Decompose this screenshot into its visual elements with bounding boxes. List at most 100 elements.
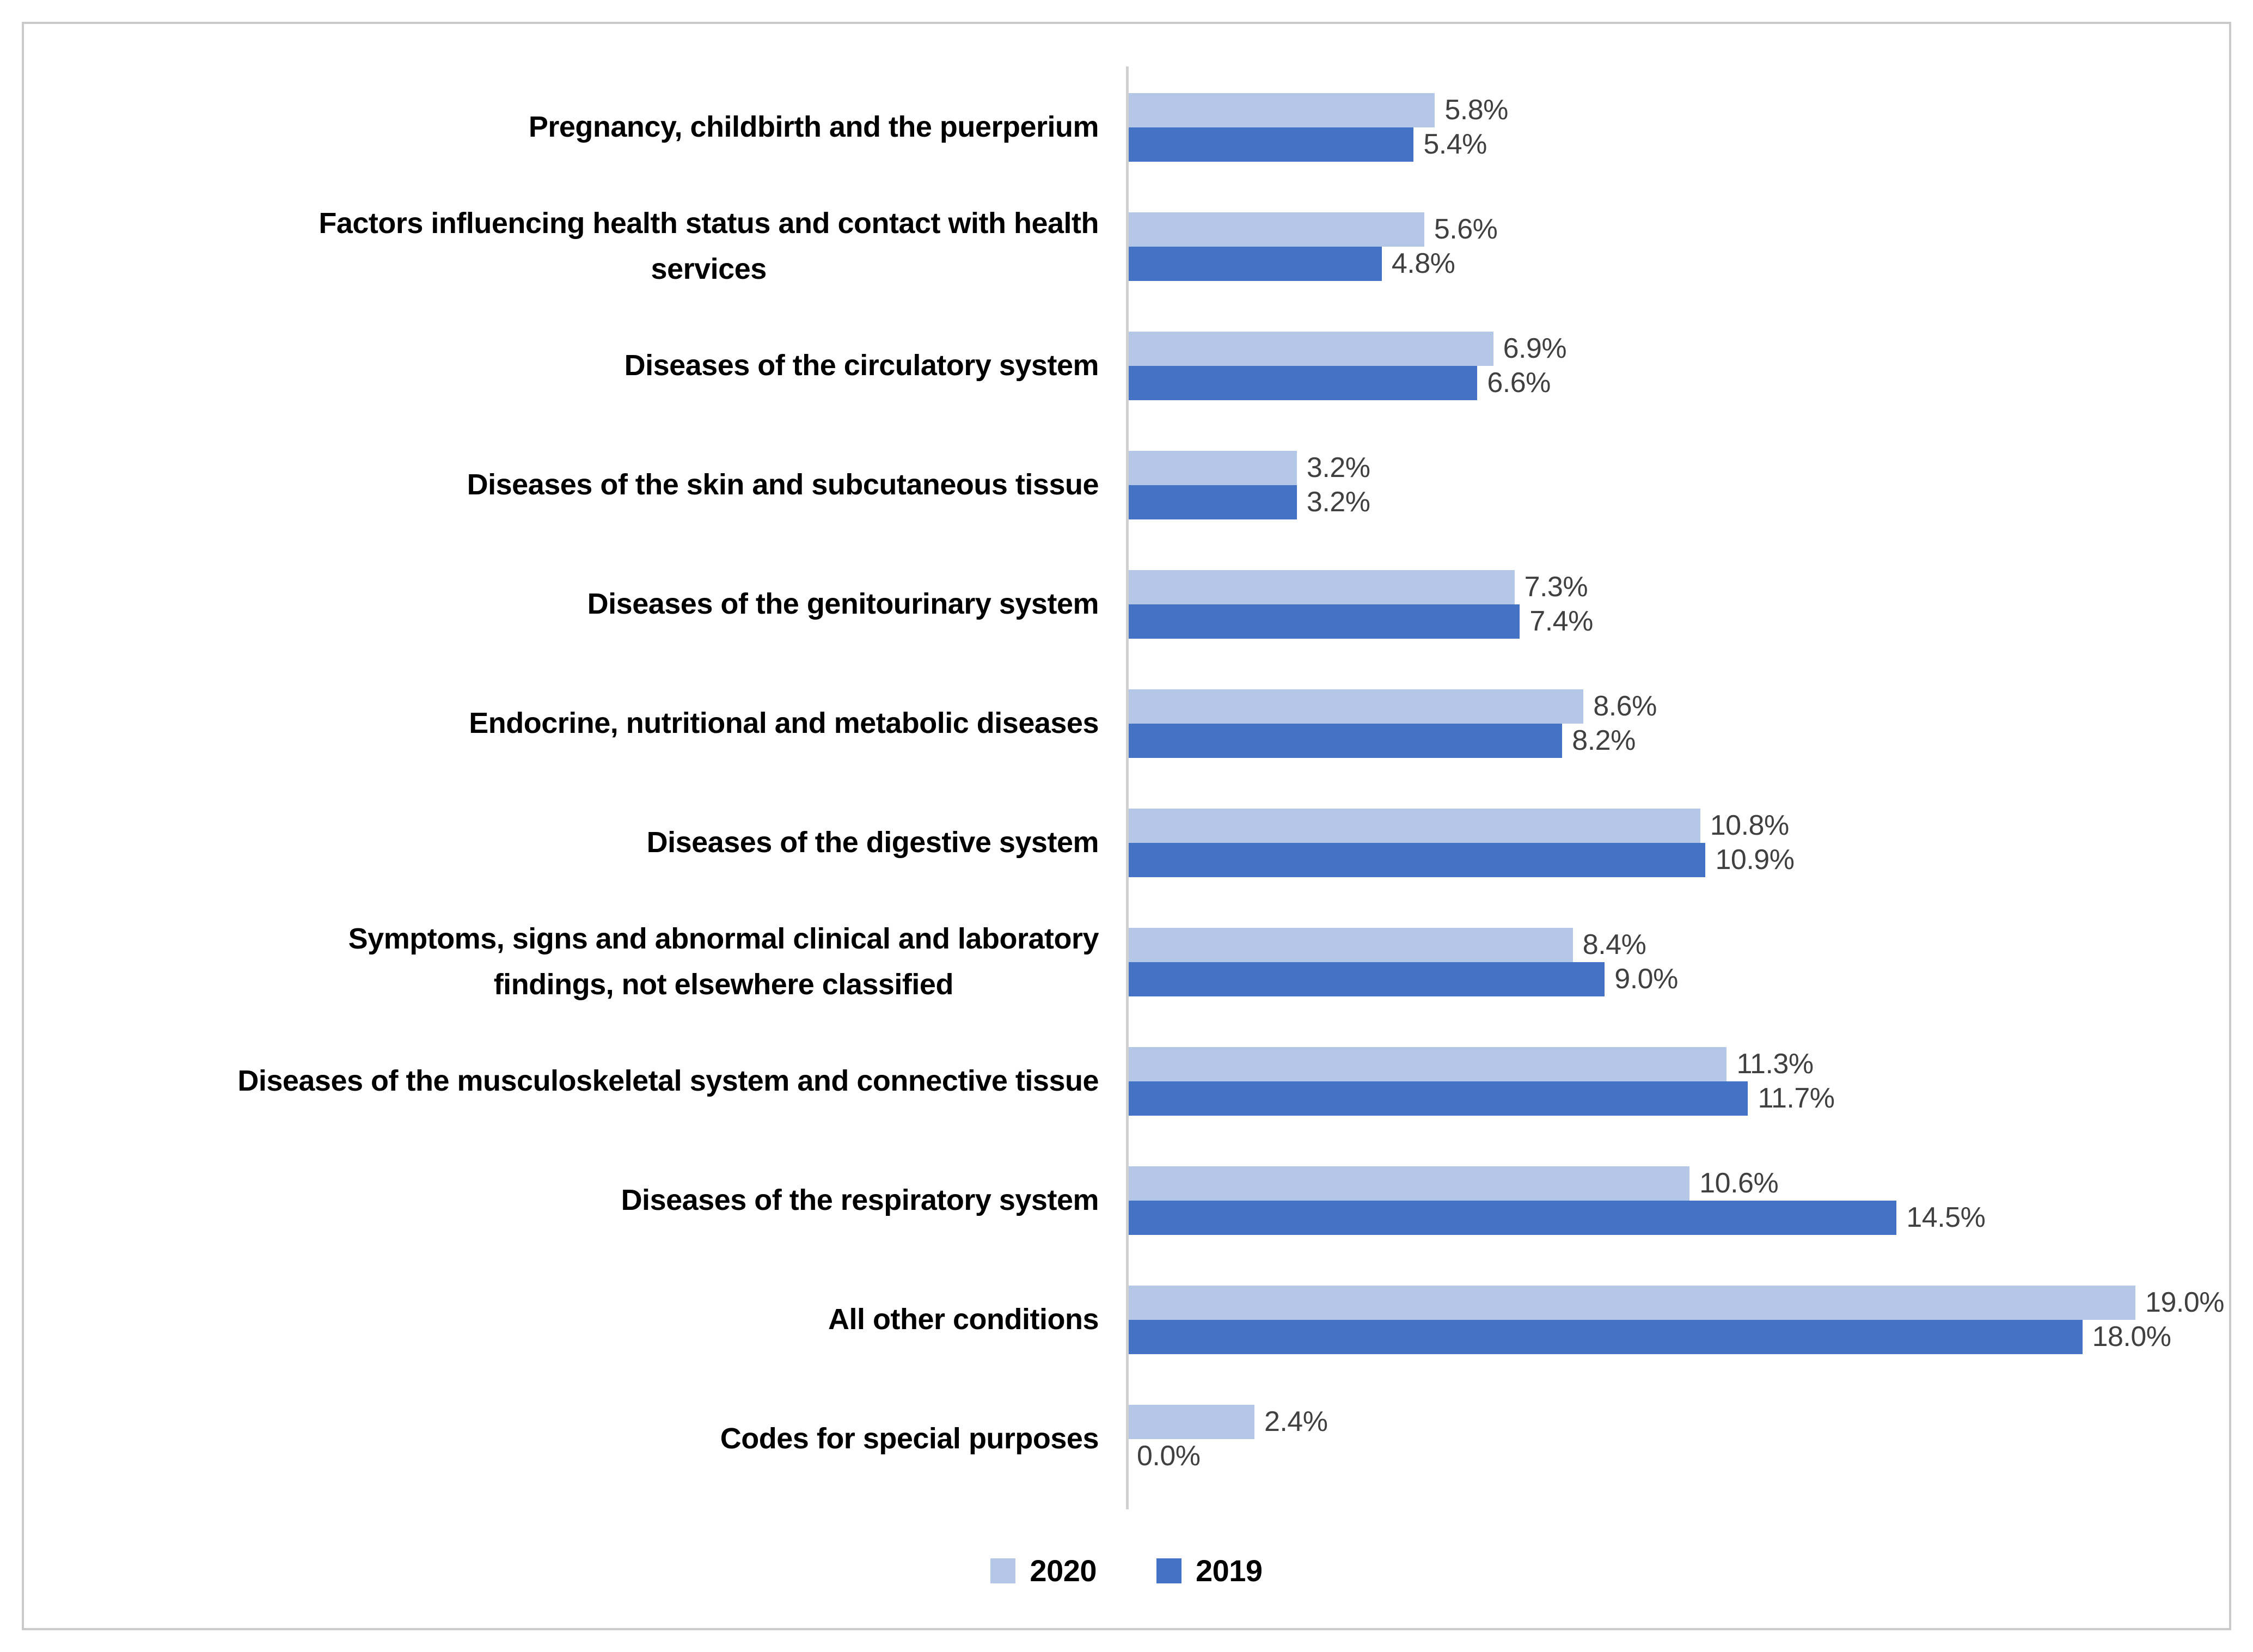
bar-line-2019: 11.7% xyxy=(1127,1081,2220,1116)
bar-line-2019: 8.2% xyxy=(1127,723,2220,758)
category-label-text: Pregnancy, childbirth and the puerperium xyxy=(528,110,1099,143)
bar-line-2020: 8.4% xyxy=(1127,927,2220,962)
category-row-11: Codes for special purposes 2.4% 0.0% xyxy=(33,1379,2220,1498)
bar-2020 xyxy=(1127,689,1584,724)
category-label-text: Diseases of the circulatory system xyxy=(624,348,1099,382)
value-label-2020: 8.6% xyxy=(1593,690,1657,722)
category-row-7: Symptoms, signs and abnormal clinical an… xyxy=(33,902,2220,1021)
bar-2019 xyxy=(1127,485,1297,519)
chart-legend: 2020 2019 xyxy=(0,1552,2253,1590)
category-row-1: Factors influencing health status and co… xyxy=(33,187,2220,306)
bar-2019 xyxy=(1127,127,1414,162)
bar-line-2019: 7.4% xyxy=(1127,604,2220,639)
category-label: Diseases of the circulatory system xyxy=(33,343,1127,389)
bar-2020 xyxy=(1127,1166,1690,1201)
category-bars: 3.2% 3.2% xyxy=(1127,450,2220,519)
bar-line-2020: 6.9% xyxy=(1127,331,2220,366)
category-label-text: Diseases of the skin and subcutaneous ti… xyxy=(467,468,1099,501)
value-label-2019: 9.0% xyxy=(1614,963,1678,995)
value-label-2019: 3.2% xyxy=(1306,486,1370,518)
bar-2020 xyxy=(1127,1047,1727,1081)
bar-line-2019: 6.6% xyxy=(1127,365,2220,400)
category-bars: 8.4% 9.0% xyxy=(1127,927,2220,996)
value-label-2019: 8.2% xyxy=(1572,725,1636,756)
bar-2019 xyxy=(1127,365,1478,400)
bar-line-2020: 19.0% xyxy=(1127,1285,2224,1320)
category-label: Diseases of the digestive system xyxy=(33,820,1127,866)
category-label-text: Diseases of the musculoskeletal system a… xyxy=(237,1064,1099,1097)
category-label-text: Endocrine, nutritional and metabolic dis… xyxy=(469,706,1099,739)
value-label-2019: 10.9% xyxy=(1715,844,1795,876)
category-label-text: Symptoms, signs and abnormal clinical an… xyxy=(348,922,1099,1001)
bar-2019 xyxy=(1127,1319,2083,1354)
bar-2020 xyxy=(1127,212,1424,247)
category-label: Diseases of the genitourinary system xyxy=(33,582,1127,627)
category-bars: 11.3% 11.7% xyxy=(1127,1047,2220,1116)
bar-2019 xyxy=(1127,723,1563,758)
legend-label: 2020 xyxy=(1030,1553,1097,1588)
bar-2020 xyxy=(1127,808,1700,843)
category-bars: 7.3% 7.4% xyxy=(1127,570,2220,639)
category-axis-line xyxy=(1126,66,1129,1509)
category-label: Diseases of the skin and subcutaneous ti… xyxy=(33,462,1127,508)
value-label-2020: 7.3% xyxy=(1524,571,1588,603)
category-bars: 8.6% 8.2% xyxy=(1127,689,2220,758)
bar-line-2019: 3.2% xyxy=(1127,485,2220,519)
bar-line-2020: 5.6% xyxy=(1127,212,2220,247)
bar-2020 xyxy=(1127,1285,2136,1320)
category-bars: 19.0% 18.0% xyxy=(1127,1285,2224,1354)
value-label-2020: 11.3% xyxy=(1736,1048,1814,1080)
bar-2019 xyxy=(1127,962,1605,996)
category-label: Diseases of the respiratory system xyxy=(33,1178,1127,1223)
value-label-2020: 2.4% xyxy=(1264,1406,1328,1437)
category-label: Pregnancy, childbirth and the puerperium xyxy=(33,105,1127,150)
legend-swatch-icon xyxy=(1156,1558,1181,1583)
bar-line-2019: 4.8% xyxy=(1127,246,2220,281)
chart-rows: Pregnancy, childbirth and the puerperium… xyxy=(33,66,2224,1509)
bar-line-2019: 5.4% xyxy=(1127,127,2220,162)
bar-2019 xyxy=(1127,1200,1897,1235)
bar-2019 xyxy=(1127,842,1706,877)
value-label-2019: 14.5% xyxy=(1906,1202,1986,1233)
value-label-2019: 7.4% xyxy=(1529,605,1593,637)
category-label-text: All other conditions xyxy=(828,1302,1099,1336)
bar-line-2020: 8.6% xyxy=(1127,689,2220,724)
category-bars: 5.6% 4.8% xyxy=(1127,212,2220,281)
bar-line-2020: 5.8% xyxy=(1127,93,2220,127)
value-label-2019: 6.6% xyxy=(1487,367,1551,399)
value-label-2020: 6.9% xyxy=(1503,333,1567,364)
bar-line-2020: 10.6% xyxy=(1127,1166,2220,1201)
legend-item-2020: 2020 xyxy=(990,1556,1097,1586)
category-label: Diseases of the musculoskeletal system a… xyxy=(33,1058,1127,1104)
bar-2020 xyxy=(1127,331,1493,366)
value-label-2019: 18.0% xyxy=(2092,1321,2171,1353)
category-label-text: Diseases of the respiratory system xyxy=(621,1183,1099,1216)
value-label-2020: 5.8% xyxy=(1444,94,1508,126)
bar-line-2019: 9.0% xyxy=(1127,962,2220,996)
bar-2020 xyxy=(1127,570,1515,604)
category-row-9: Diseases of the respiratory system 10.6% 1… xyxy=(33,1141,2220,1260)
category-bars: 10.6% 14.5% xyxy=(1127,1166,2220,1235)
value-label-2020: 5.6% xyxy=(1434,213,1498,245)
category-bars: 2.4% 0.0% xyxy=(1127,1404,2220,1473)
category-label-text: Factors influencing health status and co… xyxy=(319,206,1099,285)
legend-swatch-icon xyxy=(990,1558,1016,1583)
value-label-2020: 10.6% xyxy=(1699,1167,1779,1199)
bar-2020 xyxy=(1127,450,1297,485)
category-label: Factors influencing health status and co… xyxy=(33,201,1127,292)
bar-line-2019: 10.9% xyxy=(1127,842,2220,877)
category-label-text: Codes for special purposes xyxy=(720,1422,1099,1455)
category-row-6: Diseases of the digestive system 10.8% 10.… xyxy=(33,783,2220,902)
bar-line-2020: 7.3% xyxy=(1127,570,2220,604)
category-row-0: Pregnancy, childbirth and the puerperium… xyxy=(33,68,2220,187)
bar-line-2020: 3.2% xyxy=(1127,450,2220,485)
bar-2019 xyxy=(1127,246,1382,281)
bar-2020 xyxy=(1127,927,1573,962)
value-label-2019: 0.0% xyxy=(1137,1440,1201,1472)
value-label-2020: 10.8% xyxy=(1710,810,1789,841)
bar-line-2019: 0.0% xyxy=(1127,1439,2220,1473)
legend-item-2019: 2019 xyxy=(1156,1556,1263,1586)
category-bars: 5.8% 5.4% xyxy=(1127,93,2220,162)
category-label: Symptoms, signs and abnormal clinical an… xyxy=(33,916,1127,1007)
